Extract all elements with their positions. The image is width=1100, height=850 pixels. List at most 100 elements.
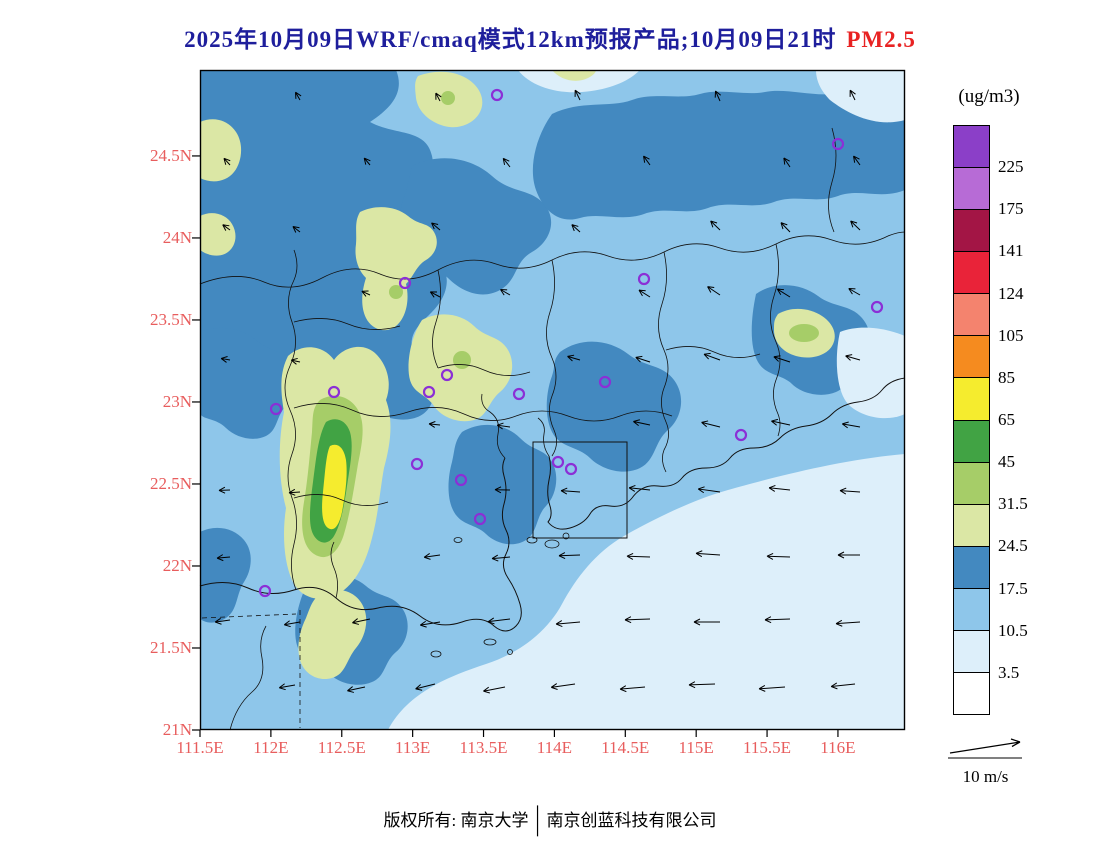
wind-vector-arrow <box>483 686 506 694</box>
colorbar <box>953 125 990 715</box>
wind-vector-arrow <box>837 551 860 559</box>
wind-vector-arrow <box>574 89 581 101</box>
colorbar-level-label: 31.5 <box>998 494 1028 514</box>
wind-vector-arrow <box>841 421 861 429</box>
city-marker-icon <box>564 462 578 476</box>
island <box>453 537 463 543</box>
wind-vector-arrow <box>848 288 861 296</box>
province-boundary <box>770 243 781 437</box>
colorbar-level-label: 10.5 <box>998 620 1028 640</box>
wind-vector-arrow <box>643 155 651 166</box>
boundary-layer <box>199 127 906 731</box>
city-marker-icon <box>473 512 487 526</box>
lon-axis-label: 114.5E <box>601 738 650 757</box>
wind-vector-arrow <box>835 619 861 627</box>
lat-axis-label: 22N <box>162 555 192 575</box>
colorbar-level-label: 24.5 <box>998 536 1028 556</box>
colorbar-cell-violet <box>954 168 989 211</box>
wind-vector-arrow <box>361 290 371 297</box>
title-main: 2025年10月09日WRF/cmaq模式12km预报产品;10月09日21时 <box>184 27 837 52</box>
colorbar-cell-khaki <box>954 504 989 547</box>
wind-vector-arrow <box>853 155 861 166</box>
contour-region <box>322 444 347 530</box>
lat-axis-label: 23.5N <box>149 309 192 329</box>
wind-vector-arrow <box>223 157 231 166</box>
colorbar-level-label: 124 <box>998 283 1024 303</box>
lon-axis-label: 113.5E <box>459 738 508 757</box>
city-marker-icon <box>490 88 504 102</box>
river <box>481 393 506 459</box>
colorbar-units-label: (ug/m3) <box>958 86 1020 107</box>
wind-vector-arrow <box>764 616 791 624</box>
wind-vector-arrow <box>714 90 722 102</box>
wind-scale-legend: 10 m/s <box>938 733 1033 787</box>
axis-tick-layer <box>192 155 839 737</box>
wind-scale-label: 10 m/s <box>962 767 1009 786</box>
contour-fill-layer <box>200 70 905 730</box>
wind-vector-arrow <box>701 420 721 428</box>
wind-vector-arrow <box>290 357 301 365</box>
colorbar-cell-blue <box>954 588 989 631</box>
lon-axis-label: 111.5E <box>176 738 224 757</box>
wind-vector-arrow <box>435 92 442 102</box>
island <box>430 650 442 658</box>
wind-vector-arrow <box>558 552 581 559</box>
wind-vector-arrow <box>222 224 231 231</box>
lat-axis-label: 24.5N <box>149 145 192 165</box>
colorbar-level-label: 17.5 <box>998 578 1028 598</box>
wind-vector-arrow <box>776 288 791 298</box>
wind-vector-arrow <box>288 488 301 496</box>
wind-vector-arrow <box>571 224 581 233</box>
wind-vector-arrow <box>218 486 231 494</box>
wind-vector-arrow <box>626 552 651 560</box>
province-boundary <box>437 364 531 376</box>
colorbar-cell-yellow <box>954 378 989 421</box>
colorbar-level-label: 85 <box>998 367 1015 387</box>
province-boundary <box>293 318 401 330</box>
wind-vector-arrow <box>567 354 581 362</box>
colorbar-cell-paleblue <box>954 630 989 674</box>
province-boundary <box>828 127 837 233</box>
lon-axis-label: 112.5E <box>317 738 366 757</box>
city-marker-icon <box>258 584 272 598</box>
wind-vector-arrow <box>283 620 301 628</box>
title-pollutant: PM2.5 <box>846 27 916 52</box>
wind-vector-arrow <box>703 352 721 361</box>
wind-vector-arrow <box>555 620 581 628</box>
wind-vector-arrow <box>850 220 861 231</box>
coastline <box>229 625 267 731</box>
wind-vector-arrow <box>550 683 576 690</box>
contour-region <box>355 207 437 331</box>
wind-vector-arrow <box>278 683 296 691</box>
wind-vector-arrow <box>766 552 791 560</box>
wind-vector-arrow <box>633 419 651 427</box>
wind-vector-arrow <box>780 222 791 233</box>
wind-scale-arrow-icon <box>948 738 1022 759</box>
wind-vector-arrow <box>560 487 581 495</box>
province-boundary <box>199 231 906 288</box>
contour-region <box>836 327 905 419</box>
province-boundary <box>546 259 557 457</box>
colorbar-level-label: 225 <box>998 157 1024 177</box>
wind-vector-arrow <box>352 618 371 625</box>
lat-axis-label: 21.5N <box>149 637 192 657</box>
wind-vector-arrow <box>347 686 366 693</box>
province-boundary <box>284 249 298 591</box>
province-boundary <box>432 269 441 369</box>
colorbar-level-label: 3.5 <box>998 662 1020 682</box>
wind-vector-arrow <box>849 89 856 101</box>
city-marker-icon <box>598 375 612 389</box>
island <box>507 649 513 655</box>
city-marker-icon <box>831 137 845 151</box>
lon-axis-label: 113E <box>395 738 431 757</box>
colorbar-cell-green <box>954 420 989 463</box>
wind-vector-arrow <box>768 484 791 492</box>
wind-vector-arrow <box>624 616 651 624</box>
colorbar-cell-maroon <box>954 210 989 253</box>
contour-region <box>200 213 236 256</box>
city-marker-icon <box>512 387 526 401</box>
page-title: 2025年10月09日WRF/cmaq模式12km预报产品;10月09日21时 P… <box>0 20 1100 54</box>
map-frame <box>199 69 906 731</box>
colorbar-cell-ltgreen <box>954 462 989 505</box>
city-marker-icon <box>327 385 341 399</box>
